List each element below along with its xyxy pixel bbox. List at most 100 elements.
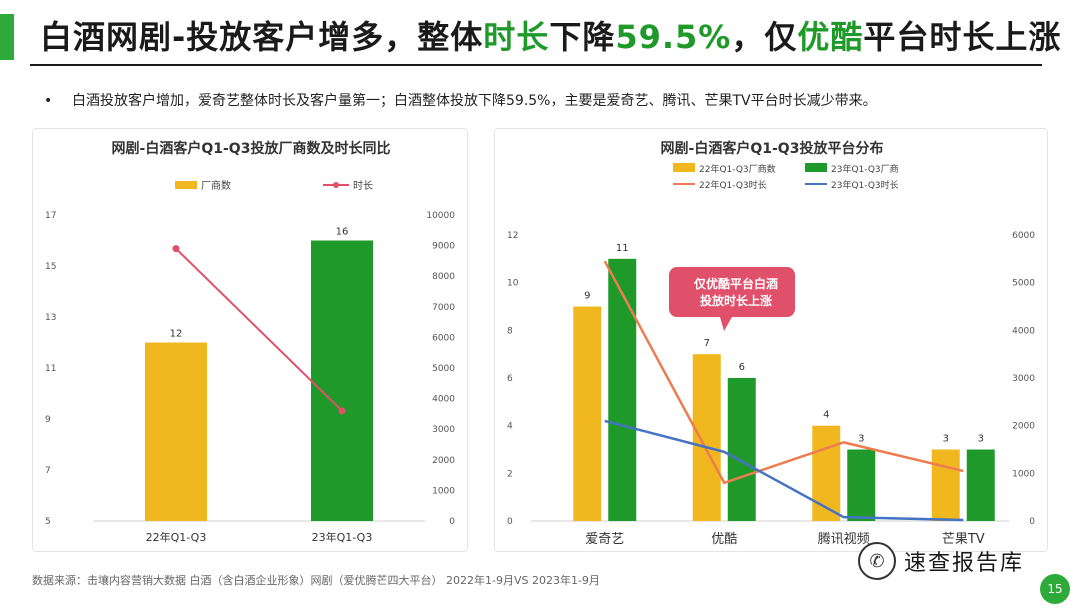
x-tick-label: 23年Q1-Q3	[312, 530, 373, 544]
legend-label: 23年Q1-Q3时长	[831, 179, 899, 191]
x-tick-label: 爱奇艺	[585, 531, 624, 547]
title-part-4: 平台时长上涨	[863, 18, 1062, 56]
y-right-tick: 0	[1029, 517, 1035, 527]
legend-marker-duration	[333, 182, 339, 188]
duration-2023-line	[604, 419, 964, 522]
legend-swatch	[805, 163, 827, 172]
page-title: 白酒网剧-投放客户增多，整体时长下降59.5%，仅优酷平台时长上涨	[40, 12, 1061, 62]
duration-line	[175, 247, 343, 412]
y-right-tick: 3000	[1012, 374, 1035, 384]
left-chart-panel: 网剧-白酒客户Q1-Q3投放厂商数及时长同比厂商数 时长 5 7 9 11 13 15 17 0 1…	[32, 128, 468, 552]
y-left-tick: 8	[507, 326, 513, 336]
y-left-tick: 5	[45, 517, 51, 527]
duration-2022-line	[603, 260, 964, 485]
y-left-tick: 13	[45, 313, 56, 323]
y-right-tick: 6000	[1012, 231, 1035, 241]
legend-label: 22年Q1-Q3时长	[699, 179, 767, 191]
vendors-2023-label: 6	[739, 362, 745, 373]
summary-text: 白酒投放客户增加，爱奇艺整体时长及客户量第一；白酒整体投放下降59.5%，主要是…	[72, 93, 877, 109]
y-right-tick: 2000	[1012, 422, 1035, 432]
title-highlight-percent: 59.5%	[615, 18, 732, 56]
y-left-tick: 17	[45, 211, 56, 221]
y-right-tick: 9000	[432, 242, 455, 252]
legend-label-duration: 时长	[353, 180, 373, 192]
legend-label: 22年Q1-Q3厂商数	[699, 163, 776, 175]
y-left-tick: 11	[45, 364, 56, 374]
y-left-tick: 12	[507, 231, 518, 241]
vendors-2023-bar	[847, 449, 876, 521]
y-left-tick: 4	[507, 422, 513, 432]
title-part-1: 白酒网剧-投放客户增多，整体	[40, 18, 484, 56]
callout-line-2: 投放时长上涨	[700, 293, 772, 308]
y-right-tick: 5000	[432, 364, 455, 374]
vendors-2022-bar	[573, 306, 602, 521]
vendors-2022-label: 3	[943, 434, 949, 445]
x-tick-label: 芒果TV	[942, 531, 985, 547]
vendors-2022-label: 7	[704, 338, 710, 349]
x-tick-label: 腾讯视频	[818, 531, 870, 547]
right-chart-panel: 网剧-白酒客户Q1-Q3投放平台分布 22年Q1-Q3厂商数 23年Q1-Q3厂商 2…	[494, 128, 1048, 552]
vendors-2022-bar	[692, 354, 721, 521]
vendors-2023-bar	[966, 449, 995, 521]
vendors-2023-bar	[727, 378, 756, 521]
chart-title: 网剧-白酒客户Q1-Q3投放平台分布	[661, 140, 884, 157]
vendor-bar-label: 16	[336, 227, 349, 238]
y-right-tick: 1000	[1012, 469, 1035, 479]
y-right-tick: 6000	[432, 333, 455, 343]
x-tick-label: 22年Q1-Q3	[146, 530, 207, 544]
title-part-3: ，仅	[731, 18, 798, 56]
bullet-dot: •	[44, 93, 53, 109]
y-right-tick: 3000	[432, 425, 455, 435]
title-part-2: 下降	[549, 18, 616, 56]
vendor-bar	[145, 342, 207, 521]
y-left-tick: 7	[45, 466, 51, 476]
title-accent-bar	[0, 14, 14, 60]
vendors-2022-bar	[931, 449, 960, 521]
y-left-tick: 0	[507, 517, 513, 527]
right-combo-chart: 网剧-白酒客户Q1-Q3投放平台分布 22年Q1-Q3厂商数 23年Q1-Q3厂商 2…	[507, 140, 1035, 547]
callout-line-1: 仅优酷平台白酒	[693, 276, 778, 291]
vendors-2023-label: 11	[616, 243, 629, 254]
y-right-tick: 4000	[432, 395, 455, 405]
y-right-tick: 0	[449, 517, 455, 527]
y-right-tick: 7000	[432, 303, 455, 313]
legend-swatch-vendors	[175, 181, 197, 189]
y-right-tick: 1000	[432, 486, 455, 496]
title-highlight-duration: 时长	[483, 18, 550, 56]
y-left-tick: 10	[507, 279, 519, 289]
y-right-tick: 5000	[1012, 279, 1035, 289]
x-tick-label: 优酷	[711, 532, 737, 547]
y-right-tick: 10000	[426, 211, 455, 221]
legend-label: 23年Q1-Q3厂商	[831, 163, 899, 175]
vendor-bar	[311, 240, 373, 521]
vendors-2022-label: 4	[823, 410, 829, 421]
data-source-note: 数据来源：击壤内容营销大数据 白酒（含白酒企业形象）网剧（爱优腾芒四大平台） 2…	[32, 574, 600, 587]
brand-watermark: ✆ 速查报告库	[858, 538, 1048, 584]
legend-label-vendors: 厂商数	[201, 179, 231, 192]
y-right-tick: 4000	[1012, 326, 1035, 336]
vendors-2022-bar	[812, 425, 841, 521]
y-left-tick: 2	[507, 469, 513, 479]
duration-point	[338, 407, 346, 415]
y-right-tick: 8000	[432, 272, 455, 282]
wechat-icon: ✆	[858, 542, 896, 580]
vendor-bar-label: 12	[170, 329, 183, 340]
page-number: 15	[1040, 574, 1070, 604]
title-divider	[30, 64, 1042, 66]
vendors-2023-label: 3	[858, 434, 864, 445]
duration-point	[172, 245, 180, 253]
chart-title: 网剧-白酒客户Q1-Q3投放厂商数及时长同比	[112, 140, 391, 157]
legend-swatch	[673, 163, 695, 172]
callout-bubble	[669, 267, 795, 331]
y-right-tick: 2000	[432, 456, 455, 466]
vendors-2023-label: 3	[978, 434, 984, 445]
summary-bullet: • 白酒投放客户增加，爱奇艺整体时长及客户量第一；白酒整体投放下降59.5%，主要…	[44, 90, 877, 110]
title-highlight-platform: 优酷	[797, 18, 864, 56]
brand-label: 速查报告库	[904, 551, 1025, 576]
y-left-tick: 15	[45, 262, 56, 272]
vendors-2022-label: 9	[584, 291, 590, 302]
y-left-tick: 6	[507, 374, 513, 384]
vendors-2023-bar	[608, 258, 637, 521]
y-left-tick: 9	[45, 415, 51, 425]
